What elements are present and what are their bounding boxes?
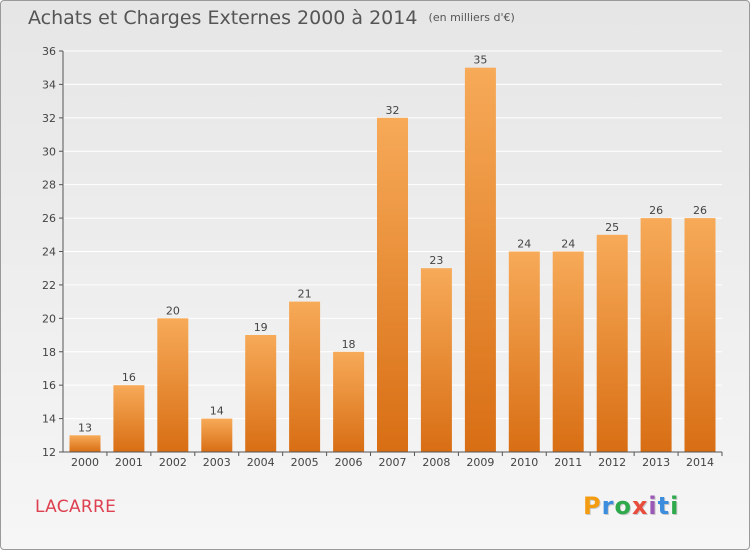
bar-value-label: 20 xyxy=(166,304,180,317)
logo-letter: i xyxy=(648,492,658,520)
logo-letter: P xyxy=(583,492,602,520)
y-tick-label: 26 xyxy=(42,212,56,225)
bar xyxy=(69,435,101,452)
y-tick-label: 16 xyxy=(42,379,56,392)
bar-value-label: 16 xyxy=(122,371,136,384)
y-tick-label: 20 xyxy=(42,312,56,325)
x-tick-label: 2014 xyxy=(686,456,714,469)
y-tick-label: 36 xyxy=(42,45,56,58)
chart-title-main: Achats et Charges Externes 2000 à 2014 xyxy=(28,7,418,29)
bar xyxy=(333,351,365,453)
x-tick-label: 2009 xyxy=(466,456,494,469)
bar-value-label: 35 xyxy=(473,54,487,67)
logo-letter: x xyxy=(631,492,649,520)
y-tick-label: 34 xyxy=(42,78,56,91)
x-tick-label: 2000 xyxy=(71,456,99,469)
logo-letter: o xyxy=(614,492,632,520)
x-tick-label: 2008 xyxy=(422,456,450,469)
x-tick-label: 2013 xyxy=(642,456,670,469)
y-tick-label: 24 xyxy=(42,246,56,259)
x-tick-label: 2006 xyxy=(335,456,363,469)
bar xyxy=(464,67,496,452)
bar-value-label: 26 xyxy=(649,204,663,217)
x-tick-label: 2007 xyxy=(379,456,407,469)
bar-value-label: 19 xyxy=(254,321,268,334)
logo-letter: t xyxy=(657,492,671,520)
x-tick-label: 2003 xyxy=(203,456,231,469)
x-tick-label: 2004 xyxy=(247,456,275,469)
chart-title: Achats et Charges Externes 2000 à 2014 (… xyxy=(28,7,515,29)
bar xyxy=(684,218,716,452)
bar-value-label: 24 xyxy=(561,238,575,251)
x-tick-label: 2011 xyxy=(554,456,582,469)
x-tick-label: 2001 xyxy=(115,456,143,469)
chart-title-unit: (en milliers d'€) xyxy=(428,11,515,24)
bar xyxy=(113,385,145,452)
y-tick-label: 30 xyxy=(42,145,56,158)
x-tick-label: 2002 xyxy=(159,456,187,469)
bar xyxy=(640,218,672,452)
x-tick-label: 2010 xyxy=(510,456,538,469)
x-tick-label: 2005 xyxy=(291,456,319,469)
y-tick-label: 28 xyxy=(42,179,56,192)
bar xyxy=(157,318,189,452)
bar-value-label: 18 xyxy=(342,338,356,351)
bar xyxy=(289,301,321,452)
bar-value-label: 25 xyxy=(605,221,619,234)
bar xyxy=(552,251,584,452)
x-tick-label: 2012 xyxy=(598,456,626,469)
bar xyxy=(201,418,233,452)
y-tick-label: 22 xyxy=(42,279,56,292)
bar xyxy=(508,251,540,452)
bar-value-label: 21 xyxy=(298,288,312,301)
logo-letter: r xyxy=(601,492,615,520)
y-tick-label: 32 xyxy=(42,112,56,125)
bar xyxy=(596,234,628,452)
bar-value-label: 23 xyxy=(429,254,443,267)
bar-value-label: 14 xyxy=(210,405,224,418)
bar xyxy=(245,335,277,452)
commune-name: LACARRE xyxy=(35,497,117,517)
bar-value-label: 32 xyxy=(386,104,400,117)
bar xyxy=(420,268,452,452)
bar-value-label: 13 xyxy=(78,421,92,434)
bar-value-label: 24 xyxy=(517,238,531,251)
bar xyxy=(377,117,408,453)
proxiti-logo: Proxiti xyxy=(583,492,679,520)
y-tick-label: 12 xyxy=(42,446,56,459)
bar-value-label: 26 xyxy=(693,204,707,217)
y-tick-label: 14 xyxy=(42,413,56,426)
logo-letter: i xyxy=(670,492,680,520)
y-tick-label: 18 xyxy=(42,346,56,359)
